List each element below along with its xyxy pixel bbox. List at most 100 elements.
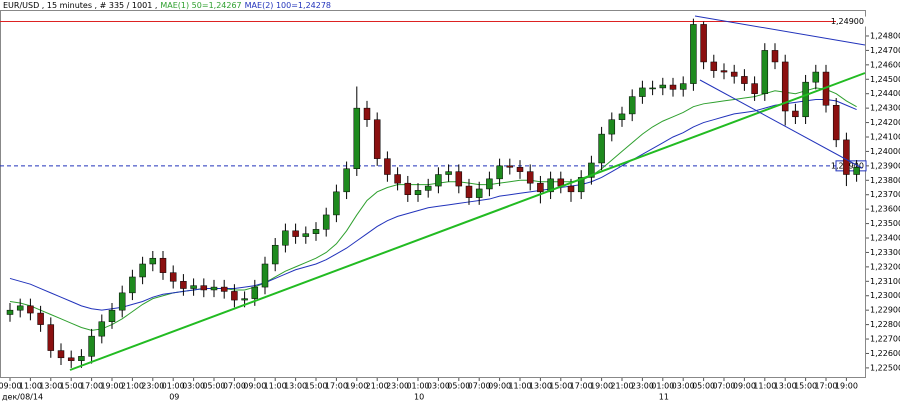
x-tick-label: 09:00 xyxy=(488,382,511,391)
candle-body xyxy=(679,83,687,90)
plot-frame xyxy=(0,10,866,378)
y-tick-label: 1,24700 xyxy=(870,46,900,55)
candle-body xyxy=(16,305,24,311)
x-tick-label: 11:00 xyxy=(19,382,42,391)
x-tick-label: 17:00 xyxy=(570,382,593,391)
x-tick-label: 03:00 xyxy=(427,382,450,391)
candle-body xyxy=(628,96,636,115)
candle-body xyxy=(608,119,616,135)
x-tick-label: 09:00 xyxy=(0,382,22,391)
x-tick-label: 05:00 xyxy=(447,382,470,391)
y-tick-label: 1,23800 xyxy=(870,176,900,185)
candle-body xyxy=(139,263,146,278)
x-day-label: дек/08/14 xyxy=(2,393,43,402)
x-day-label: 11 xyxy=(659,393,669,402)
y-tick-label: 1,23000 xyxy=(870,291,900,300)
y-tick-label: 1,22800 xyxy=(870,320,900,329)
candle-body xyxy=(414,190,422,195)
candle-body xyxy=(180,281,187,289)
x-tick-label: 03:00 xyxy=(672,382,695,391)
candle-body xyxy=(690,24,697,84)
candle-body xyxy=(108,309,116,322)
x-tick-label: 01:00 xyxy=(406,382,429,391)
candle-body xyxy=(659,84,667,89)
y-tick-label: 1,22600 xyxy=(870,349,900,358)
trend-line xyxy=(694,15,866,46)
x-tick-label: 09:00 xyxy=(733,382,756,391)
x-tick-label: 07:00 xyxy=(223,382,246,391)
level-label-box xyxy=(836,16,866,27)
candle-body xyxy=(547,178,554,193)
candle-body xyxy=(159,257,167,273)
x-tick-label: 11:00 xyxy=(264,382,287,391)
candle-body xyxy=(588,162,595,178)
candle-body xyxy=(282,230,289,246)
candle-body xyxy=(27,305,34,314)
legend-entry: MAE(2) 100=1,24278 xyxy=(245,1,331,10)
x-tick-label: 01:00 xyxy=(162,382,185,391)
candle-body xyxy=(771,50,779,63)
candle-body xyxy=(720,70,728,73)
y-tick-label: 1,24600 xyxy=(870,60,900,69)
x-tick-label: 23:00 xyxy=(141,382,164,391)
candle-body xyxy=(292,230,299,237)
candle-body xyxy=(57,350,65,359)
candle-body xyxy=(322,214,330,230)
candle-body xyxy=(649,87,656,90)
title-text: EUR/USD , 15 minutes , # 335 / 1001 , xyxy=(3,1,157,10)
y-tick-label: 1,22700 xyxy=(870,335,900,344)
candle-body xyxy=(843,139,850,175)
candle-body xyxy=(496,165,503,180)
y-tick-label: 1,23200 xyxy=(870,262,900,271)
candle-body xyxy=(475,188,483,198)
candle-body xyxy=(67,357,75,361)
candle-body xyxy=(812,71,820,83)
x-tick-label: 21:00 xyxy=(366,382,389,391)
candle-body xyxy=(832,104,840,141)
y-tick-label: 1,22500 xyxy=(870,363,900,372)
x-tick-label: 15:00 xyxy=(549,382,572,391)
x-tick-label: 21:00 xyxy=(610,382,633,391)
legend-entry: MAE(1) 50=1,24267 xyxy=(160,1,241,10)
candle-body xyxy=(404,182,412,195)
x-tick-label: 13:00 xyxy=(284,382,307,391)
candle-body xyxy=(78,356,85,361)
candle-body xyxy=(781,61,789,112)
candle-body xyxy=(700,24,707,63)
y-tick-label: 1,24100 xyxy=(870,132,900,141)
candle-body xyxy=(37,312,44,325)
candle-body xyxy=(190,285,197,289)
candle-body xyxy=(424,185,432,191)
x-tick-label: 13:00 xyxy=(774,382,797,391)
candle-body xyxy=(353,107,361,169)
x-tick-label: 21:00 xyxy=(121,382,144,391)
candle-body xyxy=(231,291,238,301)
candle-body xyxy=(741,76,748,84)
candle-body xyxy=(445,171,452,175)
candle-body xyxy=(47,324,55,351)
candle-body xyxy=(343,168,350,193)
candle-body xyxy=(751,83,758,94)
candle-body xyxy=(118,292,126,311)
candle-body xyxy=(241,298,248,301)
x-tick-label: 15:00 xyxy=(60,382,83,391)
candle-body xyxy=(384,158,391,175)
candle-body xyxy=(261,263,269,288)
candle-body xyxy=(251,286,259,299)
candle-body xyxy=(577,177,585,193)
candle-body xyxy=(210,286,218,291)
x-tick-label: 17:00 xyxy=(80,382,103,391)
ma-line xyxy=(9,87,857,331)
x-tick-label: 19:00 xyxy=(590,382,613,391)
trend-line xyxy=(69,72,866,371)
y-tick-label: 1,24800 xyxy=(870,31,900,40)
x-day-label: 09 xyxy=(169,393,179,402)
candle-body xyxy=(98,321,106,337)
candle-body xyxy=(761,50,769,94)
y-tick-label: 1,23300 xyxy=(870,248,900,257)
x-tick-label: 19:00 xyxy=(835,382,858,391)
trend-line xyxy=(699,79,863,169)
